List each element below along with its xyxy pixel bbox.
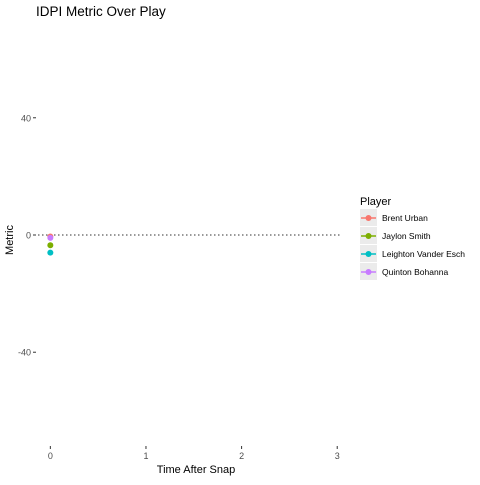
y-tick-label: 0: [26, 231, 31, 241]
plot-area: 40 0 -40 0 1 2 3: [18, 113, 342, 461]
y-axis: 40 0 -40: [18, 113, 36, 358]
data-point: [47, 242, 54, 249]
legend-key-point: [365, 251, 372, 257]
data-point: [47, 234, 54, 241]
x-tick-label: 2: [239, 451, 244, 461]
data-point: [47, 249, 54, 256]
data-points: [47, 233, 54, 256]
x-axis-label: Time After Snap: [157, 464, 235, 476]
chart-title: IDPI Metric Over Play: [36, 4, 166, 19]
legend-label: Jaylon Smith: [382, 231, 431, 241]
x-tick-label: 3: [335, 451, 340, 461]
x-tick-label: 1: [143, 451, 148, 461]
y-axis-label: Metric: [4, 225, 16, 255]
legend-title: Player: [360, 196, 392, 208]
y-tick-label: 40: [21, 113, 31, 123]
y-tick-label: -40: [18, 348, 31, 358]
x-axis: 0 1 2 3: [48, 446, 340, 461]
x-tick-label: 0: [48, 451, 53, 461]
legend-key-point: [365, 269, 372, 275]
legend-label: Leighton Vander Esch: [382, 249, 465, 259]
legend: Player Brent Urban Jaylon Smith Leighton V…: [360, 196, 465, 280]
legend-label: Quinton Bohanna: [382, 267, 448, 277]
legend-key-point: [365, 215, 372, 221]
legend-key-point: [365, 233, 372, 239]
legend-label: Brent Urban: [382, 213, 428, 223]
legend-items: Brent Urban Jaylon Smith Leighton Vander E…: [360, 209, 465, 280]
